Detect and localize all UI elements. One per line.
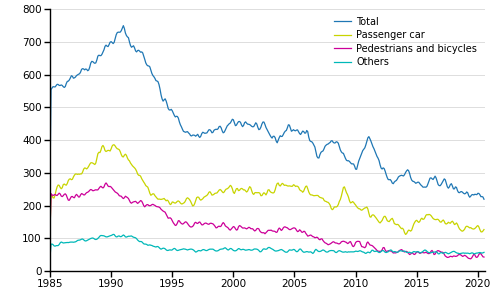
Pedestrians and bicycles: [468, 257, 473, 261]
Legend: Total, Passenger car, Pedestrians and bicycles, Others: Total, Passenger car, Pedestrians and bi…: [331, 14, 480, 70]
Others: [481, 250, 487, 254]
Total: [481, 197, 487, 201]
Pedestrians and bicycles: [475, 255, 481, 258]
Pedestrians and bicycles: [134, 201, 140, 204]
Others: [474, 251, 480, 255]
Passenger car: [111, 143, 117, 147]
Total: [466, 195, 472, 199]
Line: Pedestrians and bicycles: Pedestrians and bicycles: [50, 183, 484, 259]
Total: [236, 120, 242, 123]
Total: [369, 142, 375, 146]
Passenger car: [236, 188, 242, 192]
Line: Others: Others: [50, 234, 484, 258]
Pedestrians and bicycles: [236, 224, 242, 227]
Line: Passenger car: Passenger car: [50, 145, 484, 234]
Others: [466, 252, 472, 256]
Others: [110, 233, 116, 236]
Passenger car: [468, 226, 473, 229]
Total: [120, 24, 126, 27]
Others: [369, 248, 375, 252]
Others: [236, 247, 242, 251]
Passenger car: [369, 213, 375, 217]
Line: Total: Total: [50, 26, 484, 199]
Pedestrians and bicycles: [47, 230, 53, 234]
Passenger car: [134, 169, 140, 173]
Passenger car: [481, 228, 487, 231]
Pedestrians and bicycles: [302, 231, 308, 235]
Pedestrians and bicycles: [103, 181, 109, 185]
Total: [47, 179, 53, 183]
Pedestrians and bicycles: [466, 257, 472, 261]
Pedestrians and bicycles: [481, 255, 487, 259]
Others: [134, 237, 140, 241]
Total: [474, 193, 480, 197]
Passenger car: [475, 224, 481, 227]
Total: [134, 50, 140, 54]
Passenger car: [402, 233, 408, 236]
Others: [302, 250, 308, 254]
Total: [302, 131, 308, 135]
Others: [47, 256, 53, 260]
Passenger car: [302, 184, 308, 188]
Pedestrians and bicycles: [369, 244, 375, 247]
Passenger car: [47, 230, 53, 234]
